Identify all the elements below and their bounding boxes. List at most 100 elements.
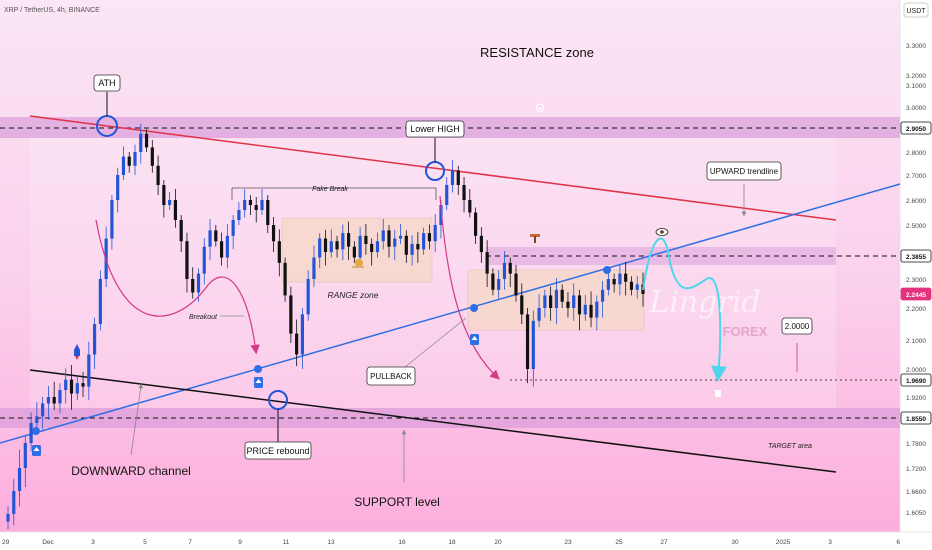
x-tick-label: 9 bbox=[238, 539, 242, 546]
candle bbox=[283, 262, 287, 296]
candle bbox=[398, 235, 403, 239]
y-tick-label: 3.1000 bbox=[906, 83, 926, 90]
x-tick-label: 20 bbox=[494, 539, 502, 546]
candle bbox=[144, 133, 149, 148]
x-tick-label: 30 bbox=[731, 539, 739, 546]
candle bbox=[422, 233, 426, 250]
candle bbox=[98, 279, 102, 324]
currency-label: USDT bbox=[906, 8, 926, 15]
trend-touch-dot bbox=[32, 427, 40, 435]
candle bbox=[6, 513, 10, 522]
resistance-trendline[interactable] bbox=[29, 115, 837, 221]
currency-button[interactable]: USDT bbox=[903, 2, 929, 18]
range-zone-box bbox=[281, 217, 433, 283]
candle bbox=[156, 165, 160, 185]
candle bbox=[306, 279, 310, 315]
candle bbox=[410, 243, 414, 255]
candle bbox=[289, 295, 293, 334]
candle bbox=[260, 200, 264, 210]
level-price-tag: 1.9690 bbox=[900, 373, 932, 387]
candle bbox=[543, 295, 547, 308]
candle bbox=[121, 156, 126, 175]
candle bbox=[254, 205, 258, 210]
x-tick-label: 16 bbox=[398, 539, 406, 546]
candle bbox=[583, 304, 587, 315]
candle bbox=[185, 241, 189, 279]
candle bbox=[595, 301, 599, 318]
candle bbox=[150, 147, 154, 166]
candle bbox=[537, 308, 541, 321]
candle bbox=[404, 235, 408, 255]
level-price-tag: 2.3855 bbox=[900, 249, 932, 263]
x-tick-label: 5 bbox=[143, 539, 147, 546]
candle bbox=[29, 423, 33, 443]
candle bbox=[92, 324, 97, 355]
trend-touch-dot bbox=[470, 304, 478, 312]
candle bbox=[491, 273, 495, 290]
trend-touch-dot bbox=[603, 266, 611, 274]
price-axis[interactable]: 3.3000 3.2000 3.1000 3.0000 2.8000 2.7000 2.60… bbox=[906, 43, 926, 517]
candle bbox=[41, 403, 45, 417]
candle bbox=[127, 156, 131, 166]
candle bbox=[381, 230, 385, 242]
watermark-brand: Lingrid bbox=[648, 285, 760, 320]
price-scale-panel[interactable] bbox=[900, 0, 932, 532]
down-arrow-icon bbox=[535, 103, 545, 113]
price-rebound-label: PRICE rebound bbox=[244, 441, 312, 460]
breakout-label: Breakout bbox=[189, 314, 218, 321]
candle bbox=[600, 289, 605, 302]
candle bbox=[445, 185, 449, 205]
downward-channel-line[interactable] bbox=[29, 369, 837, 473]
time-axis[interactable]: 29 Dec 3 5 7 9 11 13 16 18 20 23 25 27 30 2025 3 6 bbox=[2, 539, 900, 546]
rocket-icon bbox=[74, 344, 80, 360]
candle bbox=[225, 235, 229, 258]
candle bbox=[17, 468, 22, 491]
candle bbox=[554, 289, 559, 308]
candle bbox=[370, 243, 374, 253]
candle bbox=[173, 200, 178, 220]
y-tick-label: 3.3000 bbox=[906, 43, 926, 50]
candle bbox=[52, 397, 56, 404]
candle bbox=[485, 252, 489, 274]
candle bbox=[323, 238, 328, 253]
candle bbox=[416, 243, 420, 250]
level-price-tag: 1.8550 bbox=[900, 411, 932, 425]
x-tick-label: 2025 bbox=[776, 539, 791, 546]
upward-trendline[interactable] bbox=[0, 183, 901, 444]
support-level-label: SUPPORT level bbox=[354, 495, 440, 509]
candle bbox=[46, 397, 51, 404]
candle bbox=[514, 273, 518, 296]
candle bbox=[624, 273, 628, 282]
svg-text:UPWARD trendline: UPWARD trendline bbox=[710, 167, 779, 176]
price-tags: 2.9050 2.3855 2.2445 1.9690 1.8550 bbox=[900, 121, 932, 425]
candle bbox=[179, 220, 183, 242]
candle bbox=[473, 212, 478, 236]
svg-text:Lower HIGH: Lower HIGH bbox=[410, 124, 460, 134]
candle bbox=[23, 443, 27, 468]
x-tick-label: 3 bbox=[828, 539, 832, 546]
candle bbox=[300, 314, 305, 355]
time-scale-panel[interactable] bbox=[0, 532, 932, 550]
candle bbox=[549, 295, 553, 308]
candle bbox=[202, 246, 206, 274]
svg-text:2.0000: 2.0000 bbox=[785, 322, 810, 331]
target-value-label: 2.0000 bbox=[781, 317, 813, 335]
x-tick-label: 29 bbox=[2, 539, 10, 546]
x-tick-label: 13 bbox=[327, 539, 335, 546]
candle bbox=[635, 284, 639, 290]
price-tag-value: 2.2445 bbox=[906, 292, 926, 299]
hammer-icon bbox=[530, 234, 540, 243]
y-tick-label: 1.9200 bbox=[906, 395, 926, 402]
candle bbox=[64, 379, 68, 391]
candle bbox=[271, 225, 276, 242]
candle bbox=[191, 279, 195, 293]
candle bbox=[462, 185, 466, 200]
flag-icon bbox=[715, 390, 721, 397]
projection-path bbox=[642, 237, 727, 382]
y-tick-label: 2.1000 bbox=[906, 338, 926, 345]
buy-signal-icon bbox=[254, 377, 263, 388]
candle bbox=[433, 225, 437, 242]
candle bbox=[352, 246, 356, 258]
candle bbox=[237, 210, 241, 220]
